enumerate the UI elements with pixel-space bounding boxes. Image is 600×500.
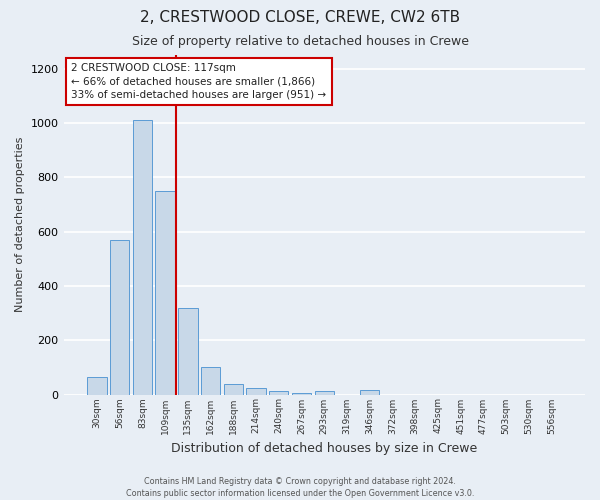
Bar: [87, 377, 107, 394]
Text: Contains HM Land Registry data © Crown copyright and database right 2024.
Contai: Contains HM Land Registry data © Crown c…: [126, 476, 474, 498]
Bar: [110, 240, 130, 394]
Text: 2 CRESTWOOD CLOSE: 117sqm
← 66% of detached houses are smaller (1,866)
33% of se: 2 CRESTWOOD CLOSE: 117sqm ← 66% of detac…: [71, 64, 326, 100]
Bar: [178, 308, 197, 394]
Bar: [133, 120, 152, 394]
Y-axis label: Number of detached properties: Number of detached properties: [15, 137, 25, 312]
Bar: [292, 393, 311, 394]
Text: 2, CRESTWOOD CLOSE, CREWE, CW2 6TB: 2, CRESTWOOD CLOSE, CREWE, CW2 6TB: [140, 10, 460, 25]
Bar: [224, 384, 243, 394]
X-axis label: Distribution of detached houses by size in Crewe: Distribution of detached houses by size …: [171, 442, 478, 455]
Bar: [201, 368, 220, 394]
Bar: [269, 391, 289, 394]
Bar: [360, 390, 379, 394]
Text: Size of property relative to detached houses in Crewe: Size of property relative to detached ho…: [131, 35, 469, 48]
Bar: [155, 191, 175, 394]
Bar: [247, 388, 266, 394]
Bar: [314, 391, 334, 394]
